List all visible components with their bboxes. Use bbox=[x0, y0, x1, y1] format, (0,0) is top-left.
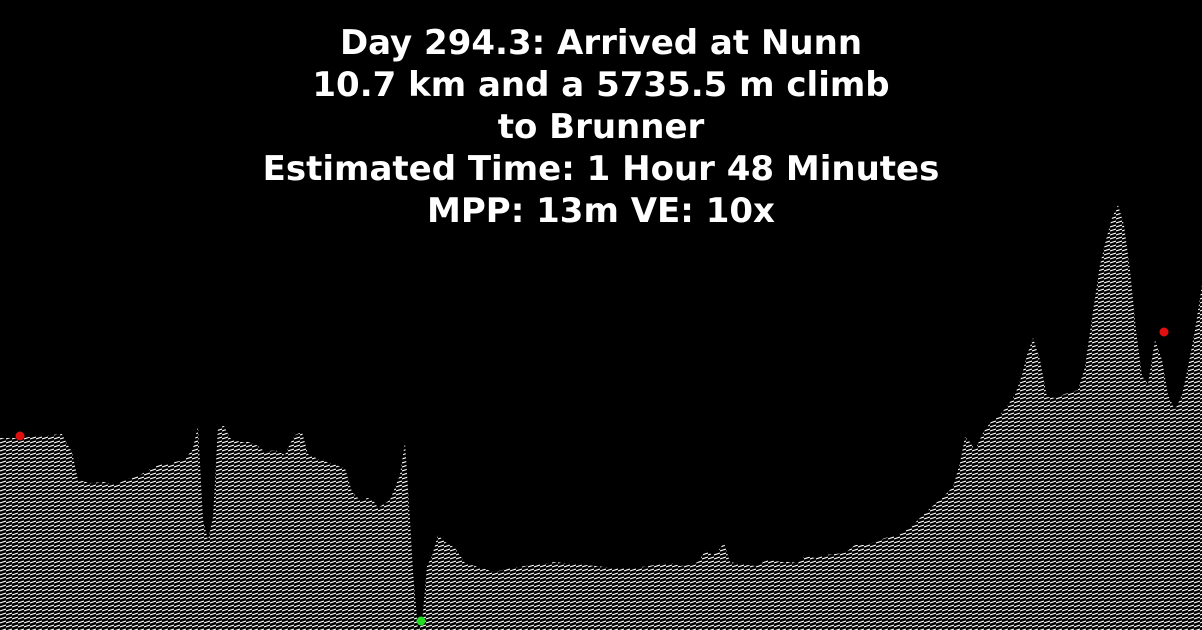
end-marker bbox=[1159, 327, 1169, 337]
title-distance-climb: 10.7 km and a 5735.5 m climb bbox=[312, 65, 890, 105]
marker-layer bbox=[15, 327, 1169, 626]
title-destination: to Brunner bbox=[497, 107, 705, 147]
title-mpp-ve: MPP: 13m VE: 10x bbox=[427, 191, 775, 231]
terrain-area bbox=[0, 205, 1202, 630]
terrain-layer bbox=[0, 205, 1202, 630]
lowest-marker bbox=[416, 616, 426, 626]
title-estimated-time: Estimated Time: 1 Hour 48 Minutes bbox=[262, 149, 940, 189]
title-block: Day 294.3: Arrived at Nunn 10.7 km and a… bbox=[0, 22, 1202, 232]
title-day-arrival: Day 294.3: Arrived at Nunn bbox=[339, 23, 863, 63]
start-marker bbox=[15, 431, 25, 441]
